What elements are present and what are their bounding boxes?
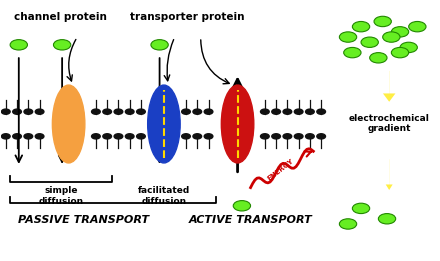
Circle shape — [125, 134, 134, 139]
Text: ACTIVE TRANSPORT: ACTIVE TRANSPORT — [189, 215, 312, 225]
Circle shape — [409, 21, 426, 32]
Text: electrochemical
gradient: electrochemical gradient — [349, 114, 429, 133]
Circle shape — [383, 32, 400, 42]
Circle shape — [352, 203, 370, 213]
Circle shape — [305, 134, 314, 139]
Circle shape — [35, 134, 44, 139]
Circle shape — [114, 109, 123, 114]
Circle shape — [125, 109, 134, 114]
Circle shape — [370, 53, 387, 63]
Text: PASSIVE TRANSPORT: PASSIVE TRANSPORT — [18, 215, 149, 225]
Circle shape — [391, 48, 409, 58]
Circle shape — [193, 109, 202, 114]
FancyArrowPatch shape — [383, 71, 396, 102]
Circle shape — [103, 109, 111, 114]
Circle shape — [151, 40, 168, 50]
Circle shape — [339, 32, 357, 42]
Circle shape — [283, 109, 292, 114]
Circle shape — [283, 134, 292, 139]
Circle shape — [305, 109, 314, 114]
Circle shape — [13, 134, 22, 139]
Text: simple
diffusion: simple diffusion — [39, 186, 84, 206]
Ellipse shape — [52, 85, 85, 163]
Circle shape — [182, 109, 191, 114]
Circle shape — [92, 109, 100, 114]
Circle shape — [391, 27, 409, 37]
Circle shape — [24, 134, 33, 139]
Circle shape — [137, 134, 145, 139]
Circle shape — [24, 109, 33, 114]
Circle shape — [35, 109, 44, 114]
Ellipse shape — [221, 85, 254, 163]
Circle shape — [53, 40, 71, 50]
Circle shape — [344, 48, 361, 58]
Circle shape — [339, 219, 357, 229]
Circle shape — [114, 134, 123, 139]
Circle shape — [294, 109, 303, 114]
Circle shape — [182, 134, 191, 139]
Circle shape — [260, 134, 269, 139]
Circle shape — [10, 40, 27, 50]
Circle shape — [193, 134, 202, 139]
Circle shape — [272, 109, 280, 114]
Circle shape — [204, 134, 213, 139]
Text: facilitated
diffusion: facilitated diffusion — [138, 186, 190, 206]
Circle shape — [137, 109, 145, 114]
Circle shape — [374, 16, 391, 27]
Circle shape — [317, 109, 326, 114]
Text: channel protein: channel protein — [14, 12, 106, 22]
Circle shape — [1, 109, 10, 114]
Circle shape — [103, 134, 111, 139]
Circle shape — [272, 134, 280, 139]
Circle shape — [92, 134, 100, 139]
Circle shape — [361, 37, 378, 48]
Circle shape — [233, 201, 250, 211]
Ellipse shape — [148, 85, 180, 163]
Circle shape — [294, 134, 303, 139]
Circle shape — [378, 213, 396, 224]
Circle shape — [260, 109, 269, 114]
Circle shape — [352, 21, 370, 32]
FancyArrowPatch shape — [386, 159, 392, 190]
Circle shape — [400, 42, 418, 53]
Circle shape — [317, 134, 326, 139]
Circle shape — [204, 109, 213, 114]
Circle shape — [1, 134, 10, 139]
Circle shape — [13, 109, 22, 114]
Text: ENERGY: ENERGY — [267, 158, 295, 182]
Text: transporter protein: transporter protein — [131, 12, 245, 22]
